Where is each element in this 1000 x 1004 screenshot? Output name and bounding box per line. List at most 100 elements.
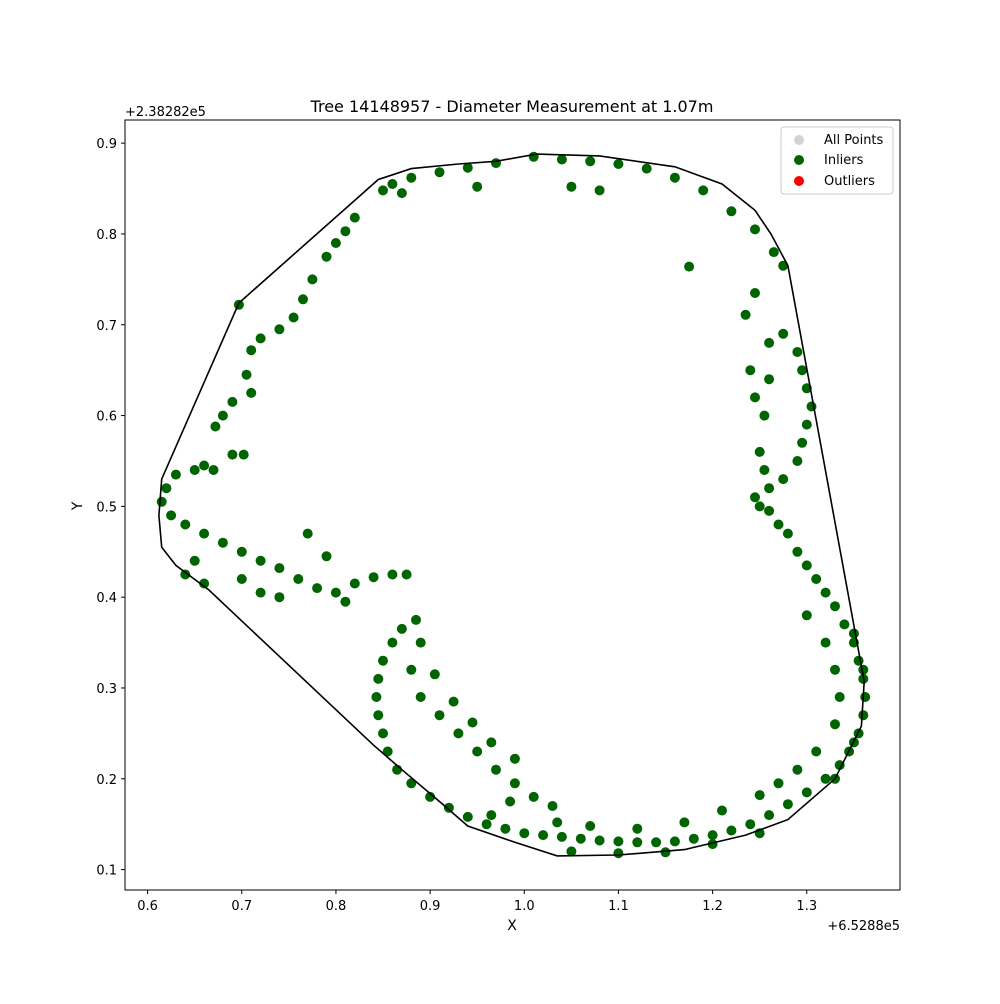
inliers-point bbox=[170, 469, 181, 480]
inliers-point bbox=[321, 551, 332, 562]
inliers-point bbox=[368, 572, 379, 583]
inliers-point bbox=[684, 261, 695, 272]
inliers-point bbox=[860, 692, 871, 702]
inliers-point bbox=[255, 587, 266, 598]
inliers-point bbox=[227, 396, 238, 407]
legend-marker-inliers bbox=[794, 155, 804, 165]
inliers-point bbox=[330, 587, 341, 598]
inliers-point bbox=[528, 791, 539, 802]
inliers-point bbox=[349, 212, 360, 223]
inliers-point bbox=[462, 811, 473, 822]
x-tick-label: 1.1 bbox=[608, 899, 629, 914]
inliers-point bbox=[401, 569, 412, 580]
inliers-point bbox=[467, 717, 478, 728]
inliers-point bbox=[396, 188, 407, 199]
inliers-point bbox=[462, 162, 473, 173]
y-tick-label: 0.7 bbox=[96, 319, 117, 334]
inliers-point bbox=[217, 410, 228, 421]
inliers-point bbox=[415, 692, 426, 702]
inliers-point bbox=[382, 746, 393, 757]
inliers-point bbox=[255, 333, 266, 344]
inliers-point bbox=[764, 337, 775, 348]
inliers-point bbox=[552, 817, 563, 828]
inliers-point bbox=[373, 673, 384, 684]
inliers-point bbox=[161, 483, 172, 494]
inliers-point bbox=[750, 492, 760, 503]
inliers-point bbox=[156, 496, 167, 507]
inliers-point bbox=[830, 719, 840, 730]
x-axis-offset-label: +6.5288e5 bbox=[827, 919, 900, 934]
inliers-point bbox=[500, 823, 511, 834]
inliers-point bbox=[566, 181, 577, 192]
inliers-point bbox=[199, 578, 210, 589]
y-tick-label: 0.5 bbox=[96, 500, 117, 515]
inliers-point bbox=[491, 764, 501, 775]
inliers-point bbox=[651, 837, 662, 848]
x-tick-label: 1.0 bbox=[514, 899, 535, 914]
plot-frame bbox=[124, 119, 901, 891]
legend-label-outliers: Outliers bbox=[824, 174, 875, 189]
inliers-point bbox=[307, 274, 318, 285]
inliers-point bbox=[547, 801, 558, 811]
inliers-point bbox=[371, 692, 382, 702]
inliers-point bbox=[274, 592, 285, 603]
y-tick-label: 0.1 bbox=[96, 864, 117, 879]
inliers-point bbox=[340, 226, 351, 237]
inliers-point bbox=[801, 787, 812, 798]
inliers-point bbox=[679, 817, 690, 828]
inliers-point bbox=[189, 465, 200, 475]
inliers-point bbox=[189, 555, 200, 566]
hull-layer bbox=[158, 153, 866, 857]
inliers-point bbox=[406, 664, 417, 675]
inliers-point bbox=[773, 778, 784, 789]
inliers-point bbox=[698, 185, 709, 196]
inliers-point bbox=[288, 312, 299, 323]
inliers-point bbox=[453, 728, 464, 739]
x-tick-label: 1.3 bbox=[796, 899, 817, 914]
inliers-point bbox=[472, 746, 483, 757]
y-tick-label: 0.3 bbox=[96, 682, 117, 697]
inliers-point bbox=[792, 347, 803, 357]
legend-label-inliers: Inliers bbox=[824, 153, 864, 168]
inliers-point bbox=[406, 172, 417, 183]
inliers-point bbox=[754, 501, 765, 512]
inliers-point bbox=[236, 574, 247, 584]
inliers-point bbox=[764, 374, 775, 385]
inliers-point bbox=[669, 172, 680, 183]
inliers-point bbox=[274, 324, 285, 335]
inliers-point bbox=[236, 546, 247, 557]
legend-label-all-points: All Points bbox=[824, 133, 884, 148]
inliers-point bbox=[669, 836, 680, 847]
inliers-point bbox=[486, 737, 497, 748]
x-tick-label: 0.6 bbox=[137, 899, 158, 914]
inliers-point bbox=[594, 185, 605, 196]
y-tick-label: 0.2 bbox=[96, 773, 117, 788]
y-tick-label: 0.8 bbox=[96, 228, 117, 243]
inliers-point bbox=[429, 669, 440, 680]
inliers-point bbox=[443, 802, 454, 813]
inliers-point bbox=[180, 519, 191, 530]
inliers-point bbox=[556, 831, 567, 842]
inliers-point bbox=[519, 828, 530, 839]
inliers-point bbox=[199, 528, 210, 539]
inliers-point bbox=[528, 151, 539, 162]
inliers-point bbox=[556, 154, 567, 165]
inliers-point bbox=[660, 847, 671, 858]
inliers-point bbox=[472, 181, 483, 192]
legend-box bbox=[780, 126, 894, 195]
legend: All Points Inliers Outliers bbox=[780, 126, 894, 195]
inliers-point bbox=[820, 773, 831, 784]
inliers-point bbox=[387, 637, 398, 648]
inliers-point bbox=[585, 156, 596, 167]
inliers-point bbox=[505, 796, 516, 807]
y-tick-label: 0.4 bbox=[96, 591, 117, 606]
inliers-point bbox=[340, 596, 351, 607]
inliers-point bbox=[782, 799, 793, 810]
x-tick-label: 0.7 bbox=[231, 899, 252, 914]
inliers-point bbox=[759, 465, 770, 475]
inliers-point bbox=[180, 569, 191, 580]
inliers-point bbox=[745, 365, 756, 376]
inliers-point bbox=[707, 830, 718, 841]
inliers-point bbox=[378, 185, 388, 196]
